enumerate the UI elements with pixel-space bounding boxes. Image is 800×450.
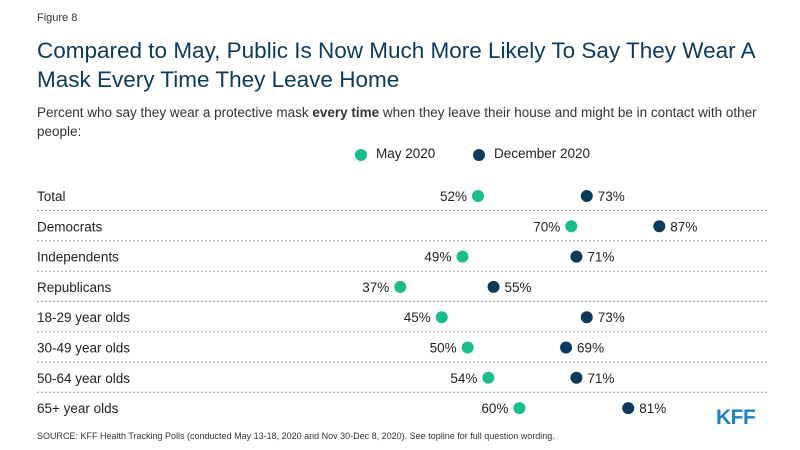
- december-2020-value-label: 71%: [587, 250, 614, 265]
- december-2020-point: [487, 280, 500, 293]
- may-2020-value-label: 50%: [430, 341, 457, 356]
- december-2020-value-label: 55%: [505, 280, 532, 295]
- subtitle-text-end: when they leave their house and might be…: [37, 105, 757, 139]
- december-2020-point: [560, 341, 573, 354]
- may-2020-point: [394, 280, 407, 293]
- legend-label-december: December 2020: [494, 146, 591, 161]
- may-2020-value-label: 49%: [424, 250, 451, 265]
- december-2020-point: [570, 371, 583, 384]
- may-2020-value-label: 60%: [481, 401, 508, 416]
- december-2020-value-label: 73%: [598, 189, 625, 204]
- may-2020-point: [456, 250, 469, 263]
- legend-dot-december-icon: [473, 149, 485, 161]
- may-2020-point: [435, 311, 448, 324]
- chart-subtitle: Percent who say they wear a protective m…: [37, 103, 777, 141]
- may-2020-value-label: 45%: [404, 310, 431, 325]
- may-2020-value-label: 52%: [440, 189, 467, 204]
- legend-label-may: May 2020: [376, 146, 436, 161]
- december-2020-value-label: 69%: [577, 341, 604, 356]
- category-label: 30-49 year olds: [37, 341, 130, 356]
- category-label: 18-29 year olds: [37, 310, 130, 325]
- december-2020-point: [653, 220, 666, 233]
- may-2020-point: [472, 190, 484, 202]
- may-2020-point: [461, 341, 474, 354]
- december-2020-point: [622, 402, 635, 415]
- subtitle-text-start: Percent who say they wear a protective m…: [37, 105, 313, 120]
- may-2020-value-label: 54%: [450, 371, 477, 386]
- may-2020-point: [565, 220, 578, 233]
- category-label: Democrats: [37, 219, 103, 234]
- category-label: 50-64 year olds: [37, 371, 130, 386]
- may-2020-point: [482, 371, 495, 384]
- category-label: Total: [37, 189, 66, 204]
- legend-dot-may-icon: [355, 149, 367, 161]
- category-label: Republicans: [37, 280, 112, 295]
- december-2020-value-label: 87%: [670, 219, 697, 234]
- december-2020-point: [580, 190, 593, 202]
- may-2020-point: [513, 402, 526, 415]
- may-2020-value-label: 37%: [362, 280, 389, 295]
- subtitle-emphasis: every time: [312, 105, 380, 120]
- december-2020-value-label: 81%: [639, 401, 666, 416]
- december-2020-point: [580, 311, 593, 324]
- december-2020-point: [570, 250, 583, 263]
- category-label: 65+ year olds: [37, 401, 119, 416]
- source-note: SOURCE: KFF Health Tracking Polls (condu…: [37, 431, 555, 441]
- december-2020-value-label: 73%: [598, 310, 625, 325]
- category-label: Independents: [37, 250, 119, 265]
- chart-title: Compared to May, Public Is Now Much More…: [37, 38, 755, 92]
- figure-label: Figure 8: [37, 12, 78, 24]
- december-2020-value-label: 71%: [587, 371, 614, 386]
- may-2020-value-label: 70%: [533, 219, 560, 234]
- kff-logo: KFF: [716, 406, 756, 429]
